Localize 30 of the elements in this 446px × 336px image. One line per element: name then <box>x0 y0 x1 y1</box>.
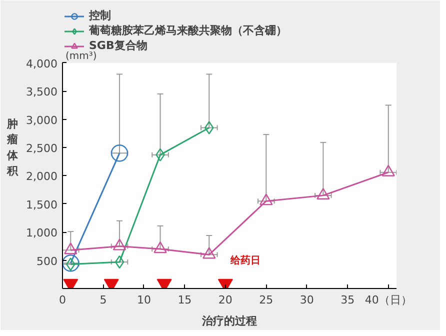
point <box>62 254 80 272</box>
text: (mm³) <box>66 50 97 62</box>
x-tick-label: 20 <box>218 294 232 306</box>
point <box>156 148 165 162</box>
annotation: 给药日 <box>230 254 260 266</box>
x-tick-label: 15 <box>178 294 192 306</box>
point <box>114 255 124 269</box>
x-tick-label: 40（日） <box>364 294 412 306</box>
x-tick-label: 10 <box>136 294 151 306</box>
y-tick-label: 1,000 <box>26 226 58 240</box>
x-tick-label: 5 <box>100 294 107 306</box>
y-tick-label: 3,500 <box>26 86 58 99</box>
y-tick-label: 500 <box>36 254 58 268</box>
x-tick-label: 35 <box>340 294 355 306</box>
y-tick-label: 3,000 <box>26 114 58 127</box>
x-tick-label: 30 <box>300 294 314 306</box>
point <box>204 121 214 134</box>
y-tick-label: 4,000 <box>26 57 58 70</box>
point <box>110 144 128 162</box>
y-tick-label: 2,000 <box>26 170 58 184</box>
x-tick-label: 0 <box>59 294 66 306</box>
point <box>260 194 273 206</box>
y-tick-label: 1,500 <box>26 198 58 212</box>
x-axis-title: 治疗的过程 <box>201 314 257 328</box>
legend-label: 控制 <box>89 8 111 23</box>
y-tick-label: 2,500 <box>26 142 58 155</box>
legend-label: 葡萄糖胺苯乙烯马来酸共聚物（不含硼） <box>89 23 287 38</box>
x-tick-label: 25 <box>259 294 274 306</box>
legend-label: SGB复合物 <box>89 38 148 52</box>
y-axis-title: 肿瘤体积 <box>6 118 20 178</box>
